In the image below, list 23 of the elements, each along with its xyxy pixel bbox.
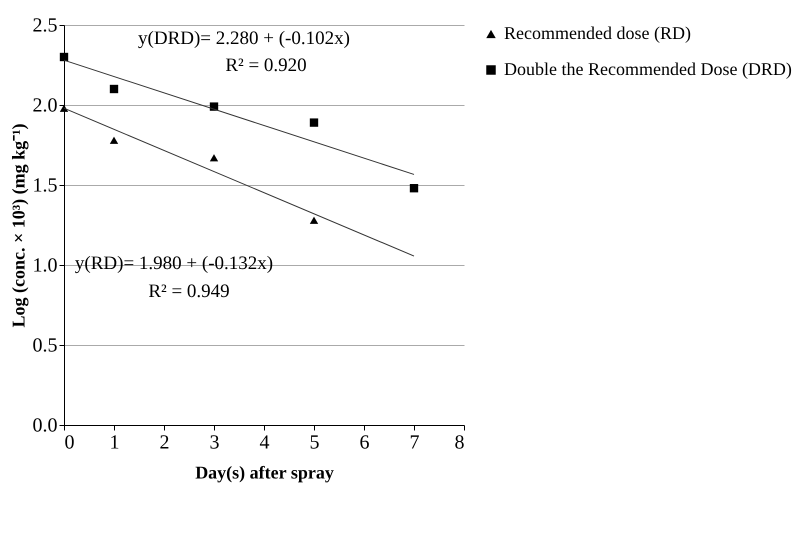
x-tick-label: 3: [210, 432, 220, 454]
annotation: y(DRD)= 2.280 + (-0.102x): [138, 28, 350, 49]
legend-label: Double the Recommended Dose (DRD): [504, 59, 792, 79]
x-tick-label: 6: [360, 432, 370, 454]
y-tick-label: 1.5: [32, 174, 58, 196]
x-tick-label: 2: [160, 432, 170, 454]
y-tick-label: 2.5: [32, 14, 58, 36]
x-tick-label: 4: [260, 432, 270, 454]
annotation: R² = 0.920: [225, 55, 307, 76]
x-tick-label: 5: [310, 432, 320, 454]
y-tick-label: 1.0: [32, 254, 58, 276]
annotation: y(RD)= 1.980 + (-0.132x): [74, 253, 274, 274]
y-tick-label: 0.5: [32, 334, 58, 356]
x-tick-label: 1: [110, 432, 120, 454]
x-tick-label: 7: [410, 432, 420, 454]
legend-label: Recommended dose (RD): [504, 23, 691, 43]
y-axis-title: Log (conc. × 10³) (mg kg⁻¹): [8, 123, 28, 328]
x-axis-title: Day(s) after spray: [195, 462, 334, 482]
x-tick-label: 0: [64, 432, 74, 454]
annotation: R² = 0.949: [148, 281, 230, 302]
y-tick-label: 0.0: [32, 414, 58, 436]
x-tick-label: 8: [454, 432, 464, 454]
y-tick-label: 2.0: [32, 94, 58, 116]
